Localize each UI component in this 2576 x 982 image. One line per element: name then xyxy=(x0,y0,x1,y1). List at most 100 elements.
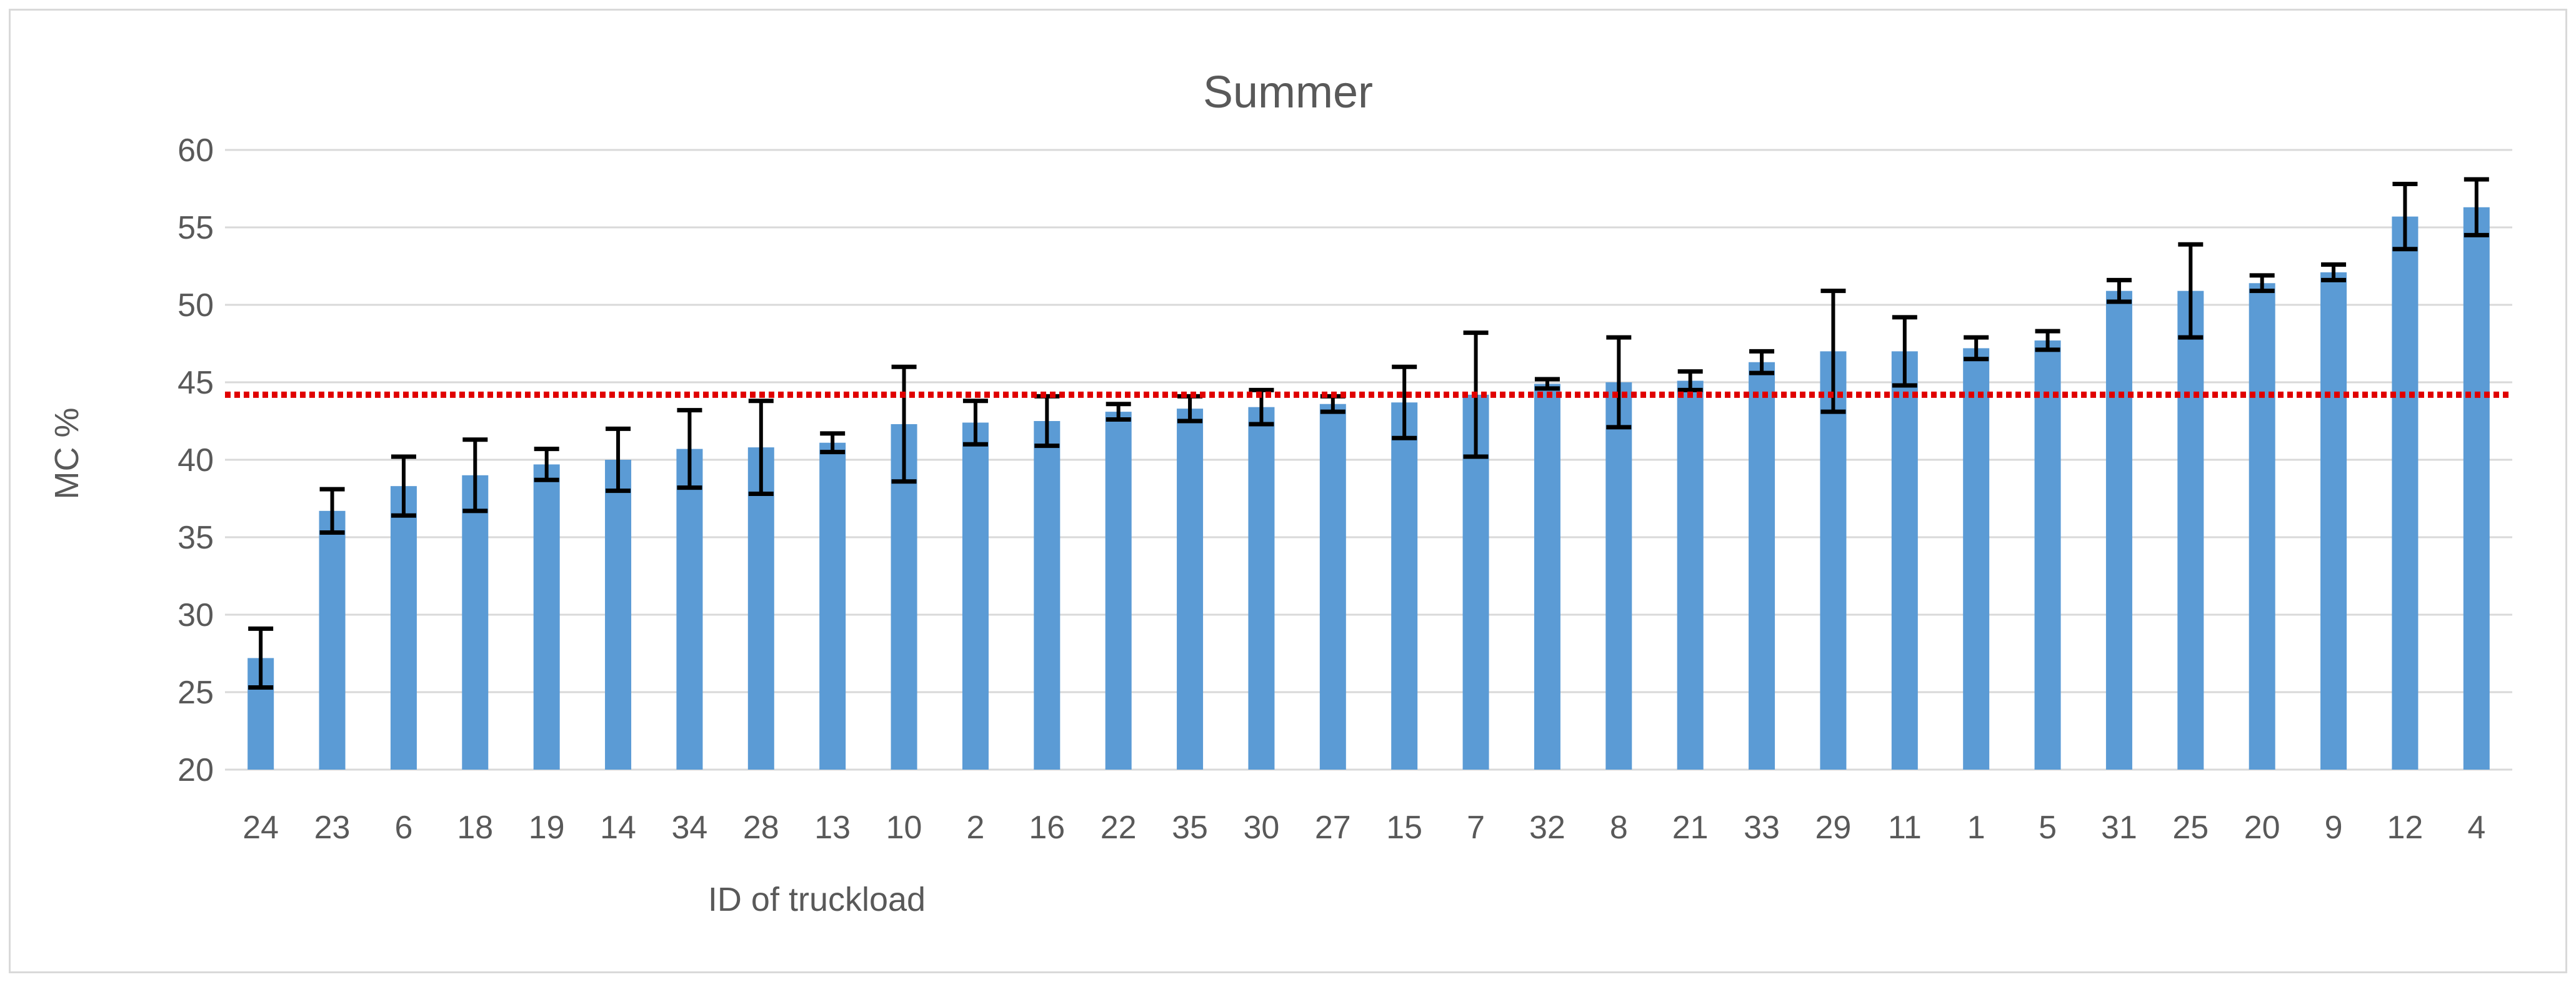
chart-title: Summer xyxy=(1203,67,1373,117)
x-tick-label: 33 xyxy=(1744,810,1780,846)
error-bar-15 xyxy=(1392,364,1417,440)
error-bar-4 xyxy=(2464,177,2489,237)
x-axis-title: ID of truckload xyxy=(708,881,926,918)
bar-14 xyxy=(605,460,632,770)
x-tick-label: 25 xyxy=(2172,810,2209,846)
bar-2 xyxy=(962,422,989,770)
error-bar-33 xyxy=(1749,349,1775,375)
x-tick-label: 4 xyxy=(2467,810,2485,846)
error-bar-28 xyxy=(748,399,774,497)
bar-18 xyxy=(462,475,489,770)
error-bar-24 xyxy=(248,626,274,690)
error-bar-32 xyxy=(1534,377,1560,391)
x-tick-label: 19 xyxy=(529,810,565,846)
x-tick-label: 28 xyxy=(743,810,779,846)
bar-6 xyxy=(390,486,417,770)
bar-9 xyxy=(2320,272,2347,770)
bar-15 xyxy=(1391,402,1418,770)
x-tick-label: 13 xyxy=(814,810,851,846)
x-tick-label: 32 xyxy=(1529,810,1565,846)
x-tick-label: 24 xyxy=(242,810,279,846)
error-bar-2 xyxy=(962,399,988,447)
x-tick-label: 34 xyxy=(672,810,708,846)
x-tick-label: 11 xyxy=(1888,810,1922,846)
bar-19 xyxy=(533,464,560,770)
y-tick-label: 20 xyxy=(177,752,214,788)
bar-5 xyxy=(2034,340,2061,770)
error-bar-8 xyxy=(1606,335,1632,430)
x-tick-label: 30 xyxy=(1244,810,1280,846)
chart-frame xyxy=(9,9,2567,973)
error-bar-19 xyxy=(534,447,559,482)
error-bar-14 xyxy=(606,426,631,493)
x-tick-label: 23 xyxy=(314,810,351,846)
bar-12 xyxy=(2392,216,2419,770)
x-tick-label: 29 xyxy=(1815,810,1852,846)
y-tick-label: 55 xyxy=(177,210,214,246)
x-tick-label: 5 xyxy=(2039,810,2057,846)
x-tick-label: 27 xyxy=(1315,810,1351,846)
bar-23 xyxy=(319,510,346,770)
bar-33 xyxy=(1749,362,1775,770)
bar-20 xyxy=(2249,283,2275,770)
bar-28 xyxy=(747,447,774,770)
bar-4 xyxy=(2463,207,2490,770)
bar-25 xyxy=(2177,290,2204,770)
x-tick-label: 14 xyxy=(600,810,636,846)
error-bar-5 xyxy=(2035,329,2060,352)
error-bar-18 xyxy=(462,437,488,513)
gridlines xyxy=(225,149,2512,771)
x-tick-label: 2 xyxy=(966,810,984,846)
bars xyxy=(247,207,2490,770)
x-tick-label: 31 xyxy=(2101,810,2137,846)
x-tick-label: 20 xyxy=(2244,810,2280,846)
bar-32 xyxy=(1534,384,1560,770)
error-bar-20 xyxy=(2249,273,2275,294)
error-bar-9 xyxy=(2321,262,2347,282)
error-bar-12 xyxy=(2392,182,2418,252)
x-tick-label: 7 xyxy=(1467,810,1485,846)
x-tick-label: 22 xyxy=(1101,810,1137,846)
x-tick-label: 9 xyxy=(2325,810,2343,846)
x-tick-label: 16 xyxy=(1029,810,1065,846)
bar-16 xyxy=(1034,421,1061,770)
error-bar-31 xyxy=(2106,277,2132,304)
x-tick-label: 10 xyxy=(886,810,922,846)
error-bar-21 xyxy=(1677,369,1703,392)
x-tick-label: 8 xyxy=(1610,810,1628,846)
bar-27 xyxy=(1319,404,1346,770)
error-bar-11 xyxy=(1892,315,1917,388)
error-bar-22 xyxy=(1106,402,1131,422)
error-bar-10 xyxy=(891,364,917,484)
bar-31 xyxy=(2105,290,2132,770)
y-tick-label: 50 xyxy=(177,287,214,324)
bar-13 xyxy=(819,442,846,770)
x-tick-label: 1 xyxy=(1967,810,1985,846)
y-tick-label: 35 xyxy=(177,520,214,556)
bar-21 xyxy=(1677,380,1704,770)
bar-30 xyxy=(1248,407,1275,770)
bar-34 xyxy=(676,449,703,770)
y-tick-label: 30 xyxy=(177,597,214,633)
error-bar-6 xyxy=(391,454,416,518)
bar-35 xyxy=(1177,409,1204,770)
error-bar-13 xyxy=(820,431,846,455)
x-tick-label: 12 xyxy=(2387,810,2424,846)
bar-22 xyxy=(1105,412,1132,770)
bar-29 xyxy=(1820,351,1847,770)
x-axis-ticks: 24 23 6 18 19 14 34 28 13 10 2 16 22 35 30 27 15 7 32 8 21 33… xyxy=(242,810,2485,846)
y-tick-label: 45 xyxy=(177,365,214,401)
error-bar-34 xyxy=(677,408,702,490)
y-axis-ticks: 20 25 30 35 40 45 50 55 60 xyxy=(177,132,214,788)
bar-1 xyxy=(1963,348,1990,770)
y-axis-title: MC % xyxy=(48,408,86,500)
error-bar-1 xyxy=(1964,335,1989,362)
x-tick-label: 15 xyxy=(1386,810,1422,846)
bar-11 xyxy=(1891,351,1918,770)
error-bar-25 xyxy=(2178,242,2204,340)
x-tick-label: 21 xyxy=(1672,810,1709,846)
x-tick-label: 35 xyxy=(1172,810,1208,846)
x-tick-label: 18 xyxy=(457,810,493,846)
y-tick-label: 60 xyxy=(177,132,214,169)
